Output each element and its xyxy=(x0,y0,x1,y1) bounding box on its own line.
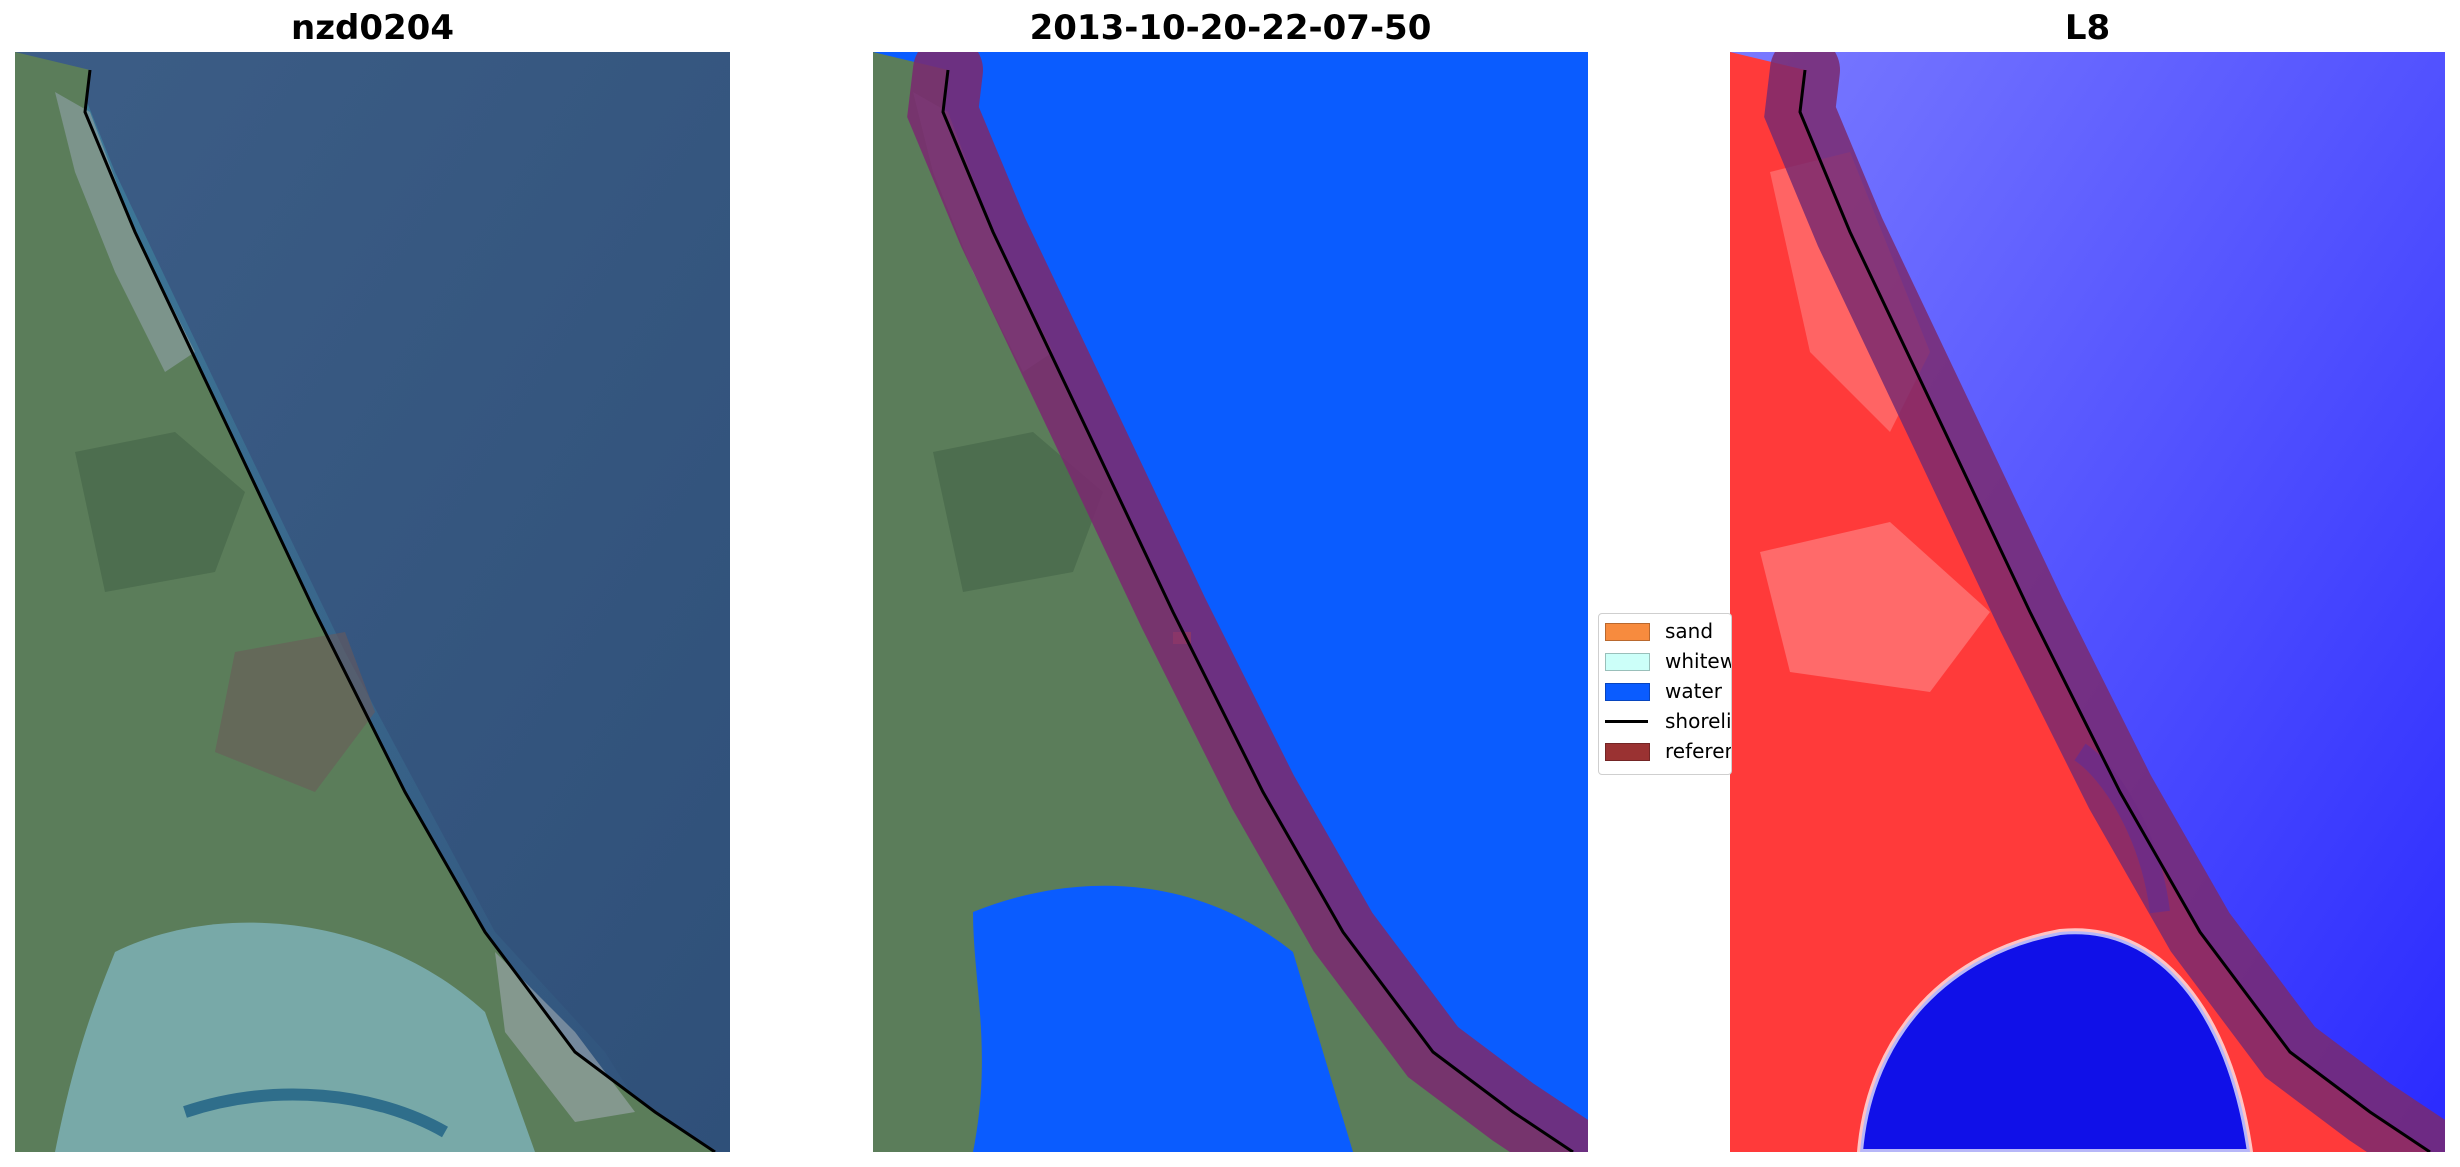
reference-buffer-swatch xyxy=(1605,743,1650,761)
shoreline-line-swatch xyxy=(1605,720,1648,723)
legend-item-water: water xyxy=(1599,678,1731,704)
panel-title-index: L8 xyxy=(2064,8,2111,48)
sand-swatch xyxy=(1605,623,1650,641)
classified-image xyxy=(873,52,1588,1152)
index-image xyxy=(1730,52,2445,1152)
legend-label-reference: reference shoreline buffer xyxy=(1665,739,1731,763)
panel-title-classified: 2013-10-20-22-07-50 xyxy=(1029,8,1432,48)
legend-label-sand: sand xyxy=(1665,619,1714,643)
legend-item-reference: reference shoreline buffer xyxy=(1599,738,1731,764)
legend-label-shoreline: shoreline xyxy=(1665,709,1732,733)
rgb-image xyxy=(15,52,730,1152)
rgb-image-panel xyxy=(15,52,730,1152)
panel-title-rgb: nzd0204 xyxy=(291,8,454,48)
legend-item-sand: sand xyxy=(1599,618,1731,644)
classified-image-panel xyxy=(873,52,1588,1152)
legend-label-water: water xyxy=(1665,679,1722,703)
whitewater-swatch xyxy=(1605,653,1650,671)
index-image-panel xyxy=(1730,52,2445,1152)
legend-item-shoreline: shoreline xyxy=(1599,708,1732,734)
water-swatch xyxy=(1605,683,1650,701)
